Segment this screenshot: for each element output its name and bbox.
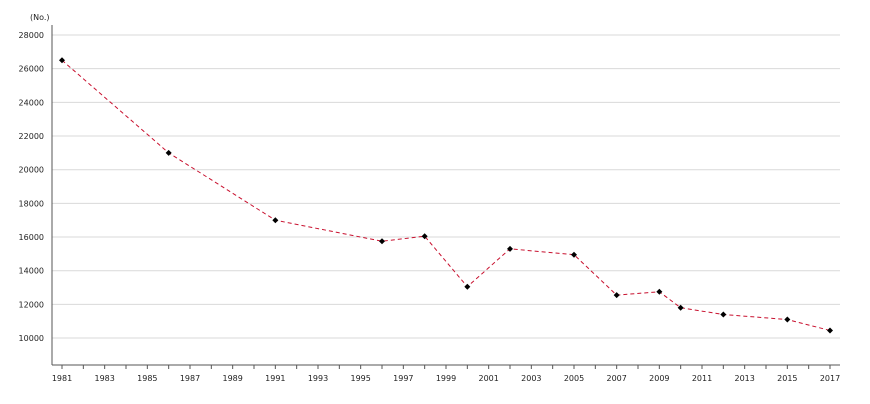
x-tick-label: 2017 [820,374,840,383]
gridlines [52,34,840,339]
series-line [61,59,831,331]
x-tick-label: 1999 [436,374,456,383]
y-tick-label: 12000 [19,300,44,309]
x-tick-label: 2005 [564,374,584,383]
data-point-marker [784,316,791,323]
x-tick-label: 2015 [777,374,797,383]
x-tick-label: 2009 [649,374,669,383]
y-tick-label: 26000 [19,65,44,74]
x-tick-label: 1997 [393,374,413,383]
data-point-marker [464,283,471,290]
y-tick-label: 28000 [19,31,44,40]
x-tick-label: 1995 [350,374,370,383]
x-tick-label: 1985 [137,374,157,383]
x-tick-label: 1991 [265,374,285,383]
x-tick-label: 1983 [94,374,114,383]
y-tick-label: 14000 [19,267,44,276]
data-point-marker [827,327,833,334]
series [59,57,833,334]
x-tick-label: 2001 [478,374,498,383]
y-tick-label: 24000 [19,98,44,107]
tick-labels: 10000 12000 14000 16000 18000 20000 22000 24000… [19,31,841,383]
y-tick-label: 22000 [19,132,44,141]
y-tick-label: 16000 [19,233,44,242]
data-point-marker [59,57,65,64]
data-point-marker [379,238,385,245]
y-tick-label: 18000 [19,199,44,208]
data-point-marker [507,245,513,252]
data-point-marker [613,292,620,299]
x-tick-label: 2011 [692,374,712,383]
x-tick-label: 1993 [308,374,328,383]
x-tick-label: 1989 [222,374,242,383]
data-point-marker [677,304,684,311]
y-tick-label: 10000 [19,334,44,343]
data-point-marker [421,233,428,240]
data-point-marker [571,251,577,258]
data-point-marker [720,311,727,318]
y-tick-label: 20000 [19,166,44,175]
x-tick-label: 2007 [606,374,626,383]
y-axis-unit-label: (No.) [30,13,50,22]
data-point-marker [165,149,172,156]
x-tick-label: 2013 [734,374,754,383]
axes [51,25,840,369]
x-tick-label: 1981 [52,374,72,383]
data-point-marker [656,288,663,295]
data-point-marker [272,217,279,224]
x-tick-label: 2003 [521,374,541,383]
x-tick-label: 1987 [180,374,200,383]
